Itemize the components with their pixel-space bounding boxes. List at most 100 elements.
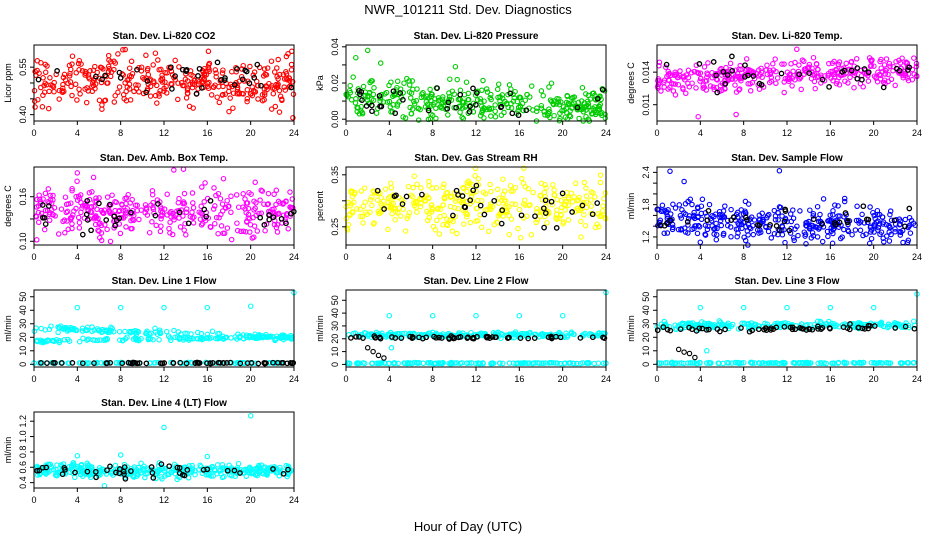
data-point xyxy=(675,346,682,353)
data-point xyxy=(213,70,219,76)
data-point xyxy=(76,225,83,231)
data-point xyxy=(772,213,779,219)
data-point xyxy=(50,192,56,199)
data-point xyxy=(695,213,701,220)
data-point xyxy=(44,360,50,366)
data-point xyxy=(116,69,123,76)
data-point xyxy=(787,211,794,217)
data-point xyxy=(369,108,375,115)
data-point xyxy=(105,63,112,70)
data-point xyxy=(447,203,454,210)
data-point xyxy=(558,197,564,204)
data-point xyxy=(888,76,895,83)
data-point xyxy=(696,61,703,67)
data-point xyxy=(108,328,114,334)
data-point xyxy=(234,227,241,234)
data-point xyxy=(409,193,416,200)
data-point xyxy=(767,222,773,228)
data-point xyxy=(492,114,499,120)
data-point xyxy=(259,97,266,104)
data-point xyxy=(482,191,489,197)
chart-panel: Stan. Dev. Line 2 Flow ml/min 0 4 8 12 16 20 24 0… xyxy=(315,276,611,384)
data-point xyxy=(401,80,407,86)
data-point xyxy=(742,62,748,69)
data-point xyxy=(190,205,197,211)
data-point xyxy=(467,219,474,226)
data-point xyxy=(289,48,295,55)
data-point xyxy=(37,196,43,203)
data-point xyxy=(845,228,852,235)
data-point xyxy=(425,107,432,114)
data-point xyxy=(250,72,257,78)
data-point xyxy=(806,61,813,68)
data-point xyxy=(848,59,854,65)
data-point xyxy=(479,110,485,116)
data-point xyxy=(44,63,50,69)
data-point xyxy=(181,227,187,233)
data-point xyxy=(216,214,222,221)
y-tick-label: 2.4 xyxy=(641,166,651,179)
data-point xyxy=(426,178,432,185)
data-point xyxy=(728,234,734,240)
data-point xyxy=(288,210,294,217)
data-point xyxy=(444,105,451,112)
data-point xyxy=(158,223,164,229)
data-point xyxy=(97,64,104,71)
data-point xyxy=(348,188,354,194)
data-point xyxy=(865,216,872,223)
data-point xyxy=(126,65,133,71)
data-point xyxy=(381,206,387,212)
data-point xyxy=(47,192,53,199)
y-axis-label: ml/min xyxy=(3,315,13,342)
data-point xyxy=(76,338,83,345)
data-point xyxy=(269,85,276,91)
data-point xyxy=(903,60,909,66)
data-point xyxy=(216,99,223,106)
data-point xyxy=(86,190,93,196)
data-point xyxy=(442,99,448,106)
data-point xyxy=(90,174,97,181)
data-point xyxy=(734,233,740,240)
data-point xyxy=(377,60,384,66)
data-point xyxy=(163,90,170,96)
data-point xyxy=(46,88,52,95)
data-point xyxy=(849,231,855,238)
data-point xyxy=(93,214,100,221)
data-point xyxy=(685,67,692,74)
data-point xyxy=(211,185,217,191)
data-point xyxy=(731,214,737,221)
data-point xyxy=(453,104,459,111)
data-point xyxy=(677,212,684,219)
data-point xyxy=(512,88,518,95)
data-point xyxy=(460,184,466,191)
data-point xyxy=(344,92,350,98)
data-point xyxy=(888,231,894,238)
data-point xyxy=(204,304,211,311)
data-point xyxy=(768,69,774,75)
data-point xyxy=(461,99,467,105)
data-point xyxy=(348,200,354,207)
data-point xyxy=(495,81,502,87)
data-point xyxy=(782,208,789,214)
data-point xyxy=(779,61,785,67)
data-point xyxy=(175,80,181,86)
data-point xyxy=(288,67,295,73)
data-point xyxy=(74,170,81,176)
data-point xyxy=(457,91,464,98)
x-tick-label: 24 xyxy=(912,252,922,262)
data-point xyxy=(261,201,267,207)
data-point xyxy=(519,100,526,107)
data-point xyxy=(452,198,459,204)
data-point xyxy=(392,217,398,223)
data-point xyxy=(444,216,450,223)
data-point xyxy=(220,91,226,98)
data-point xyxy=(454,230,460,237)
data-point xyxy=(727,224,734,230)
data-point xyxy=(747,225,754,232)
data-point xyxy=(704,217,711,224)
data-point xyxy=(66,73,73,79)
data-point xyxy=(172,73,178,79)
data-point xyxy=(521,165,527,171)
data-point xyxy=(422,198,429,204)
data-point xyxy=(377,98,383,104)
